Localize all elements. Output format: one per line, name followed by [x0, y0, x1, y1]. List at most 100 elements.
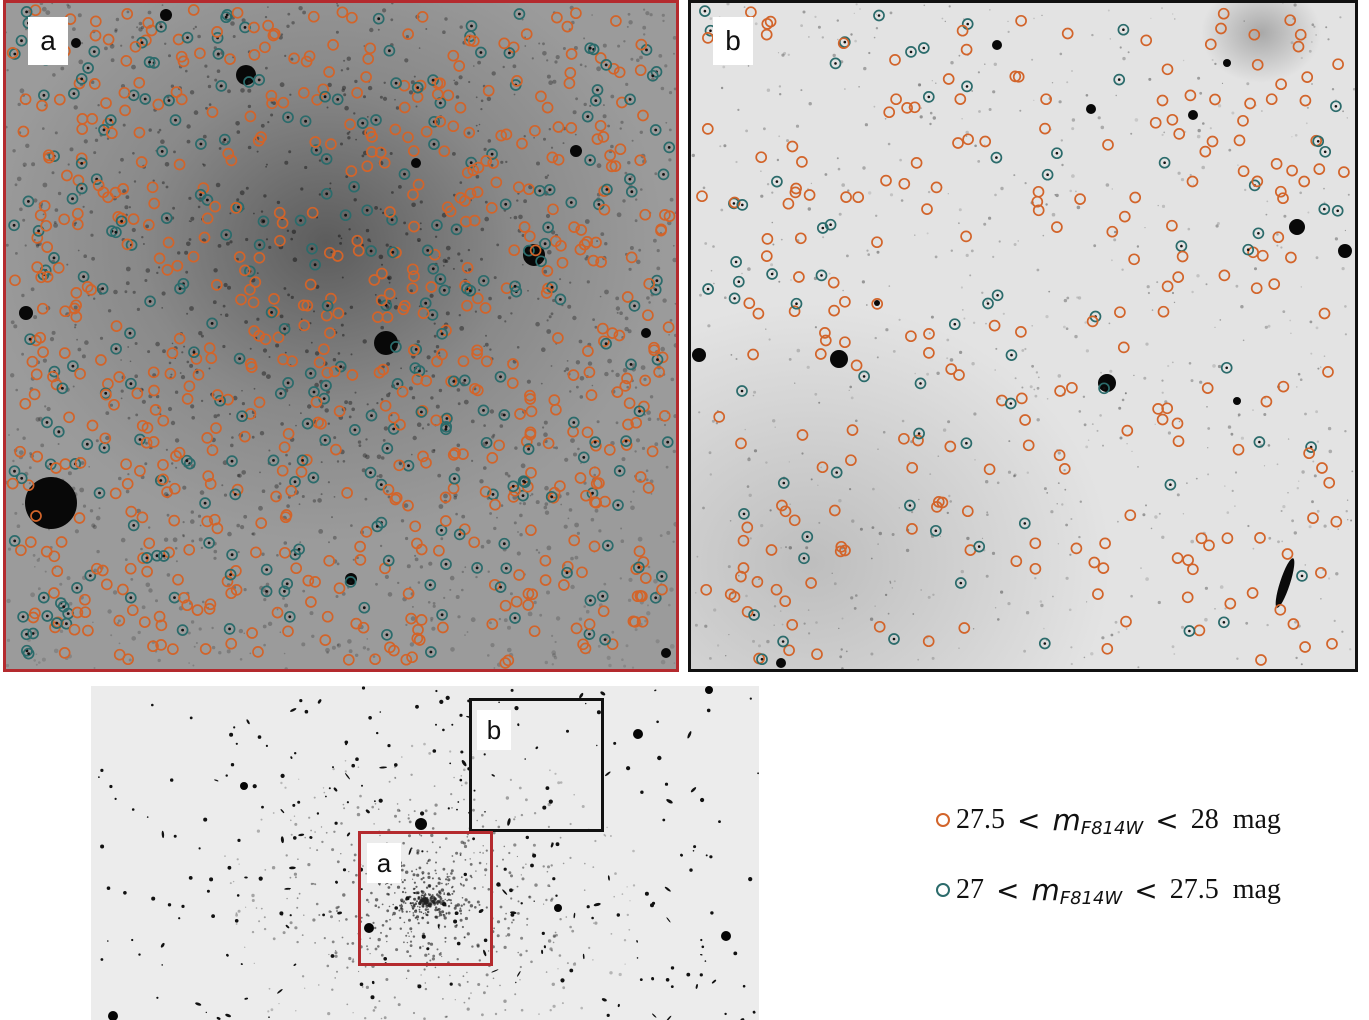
speckle [1034, 577, 1037, 580]
teal-marker [260, 563, 273, 576]
galaxy-star [314, 942, 316, 944]
speckle [735, 358, 738, 360]
speckle [522, 502, 527, 506]
field-source [432, 749, 437, 753]
field-source [421, 934, 426, 939]
speckle [568, 508, 573, 512]
orange-marker [561, 20, 574, 33]
galaxy-star [485, 849, 488, 852]
speckle [445, 245, 451, 251]
galaxy-star [562, 862, 565, 865]
orange-marker [522, 587, 535, 600]
speckle [846, 254, 849, 258]
galaxy-star [459, 918, 463, 922]
teal-marker [1220, 361, 1233, 374]
speckle [347, 136, 351, 140]
orange-marker [346, 11, 358, 24]
orange-marker [157, 414, 170, 427]
marker-star [207, 541, 211, 545]
marker-star [45, 614, 49, 618]
teal-marker [600, 59, 613, 71]
speckle [369, 240, 372, 243]
field-source [686, 972, 691, 977]
galaxy-star [451, 855, 454, 857]
speckle [941, 17, 944, 20]
galaxy-star [429, 942, 434, 946]
galaxy-star [626, 886, 628, 888]
orange-marker [582, 345, 594, 357]
field-source [167, 903, 172, 907]
galaxy-star [517, 912, 520, 915]
galaxy-star [386, 909, 390, 913]
galaxy-star [280, 781, 283, 785]
teal-marker [283, 610, 296, 623]
speckle [190, 510, 194, 514]
speckle [21, 293, 25, 298]
teal-marker [736, 385, 748, 397]
galaxy-star [387, 886, 391, 889]
speckle [747, 457, 751, 462]
speckle [620, 527, 623, 530]
speckle [1117, 631, 1120, 634]
marker-star [548, 188, 552, 192]
marker-star [392, 427, 396, 431]
speckle [141, 236, 144, 239]
galaxy-star [282, 931, 286, 935]
speckle [128, 206, 131, 209]
speckle [457, 615, 461, 619]
field-source [454, 911, 459, 915]
speckle [447, 256, 451, 260]
speckle [972, 321, 976, 324]
orange-marker [979, 135, 992, 148]
speckle [201, 600, 205, 604]
galaxy-star [482, 845, 484, 847]
orange-marker [381, 311, 394, 324]
speckle [579, 376, 585, 381]
speckle [301, 642, 306, 647]
speckle [766, 88, 771, 92]
speckle [1043, 627, 1045, 630]
speckle [1344, 333, 1347, 336]
galaxy-star [403, 921, 406, 924]
speckle [375, 582, 378, 586]
galaxy-star [497, 825, 501, 829]
teal-marker [545, 490, 558, 503]
field-source [209, 877, 214, 882]
marker-star [737, 280, 741, 284]
speckle [541, 347, 546, 353]
galaxy-star [290, 833, 293, 836]
speckle [884, 593, 888, 597]
galaxy-star [461, 925, 464, 929]
marker-star [27, 200, 30, 203]
field-source [394, 906, 399, 910]
speckle [1036, 386, 1040, 390]
orange-marker [630, 416, 643, 429]
speckle [745, 129, 748, 133]
speckle [853, 607, 857, 610]
speckle [884, 118, 887, 120]
galaxy-star [409, 798, 412, 801]
orange-marker [74, 367, 86, 380]
orange-marker [41, 271, 54, 283]
teal-marker [771, 175, 783, 188]
speckle [788, 461, 790, 463]
galaxy-star [413, 810, 416, 813]
teal-marker [543, 183, 556, 196]
speckle [960, 286, 963, 289]
galaxy-star [251, 930, 255, 934]
speckle [1055, 193, 1059, 198]
teal-marker [56, 382, 69, 395]
orange-marker [51, 565, 64, 578]
marker-star [444, 562, 448, 566]
galaxy-star [463, 751, 465, 753]
speckle [719, 145, 722, 148]
speckle [1035, 371, 1039, 374]
orange-marker [248, 21, 260, 34]
orange-marker [323, 554, 336, 567]
orange-marker [92, 179, 105, 192]
speckle [361, 154, 365, 158]
speckle [395, 297, 398, 300]
galaxy-star [569, 925, 572, 929]
galaxy-star [360, 916, 363, 919]
teal-marker [736, 199, 749, 211]
